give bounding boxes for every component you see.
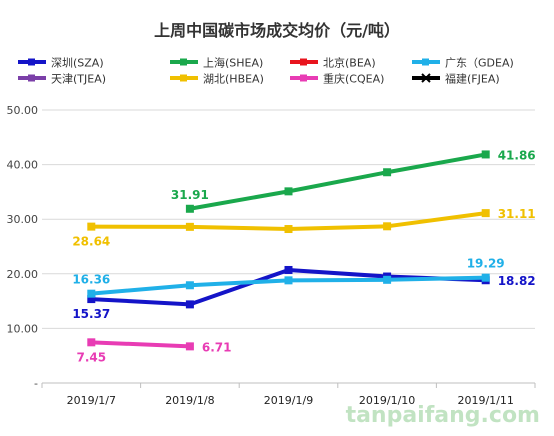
- data-label: 7.45: [76, 350, 106, 364]
- legend-marker: [300, 58, 307, 66]
- data-point: [284, 276, 293, 285]
- data-label: 31.91: [171, 188, 209, 202]
- legend-item: 上海(SHEA): [170, 56, 263, 70]
- legend-marker: [28, 74, 35, 82]
- series-line: [91, 340, 190, 349]
- data-point: [185, 222, 194, 231]
- legend-item: 广东（GDEA): [412, 57, 514, 70]
- watermark-text: tanpaifang.com: [346, 403, 540, 428]
- legend-item: 北京(BEA): [290, 56, 376, 70]
- data-point: [87, 289, 96, 298]
- data-point: [284, 187, 293, 196]
- y-tick-label: 40.00: [7, 159, 39, 172]
- legend-marker: [300, 74, 307, 82]
- data-point: [87, 295, 96, 304]
- x-tick-label: 2019/1/11: [457, 394, 513, 407]
- data-label: 18.82: [498, 274, 536, 288]
- data-point: [481, 150, 490, 159]
- data-point: [481, 209, 490, 218]
- legend-label: 湖北(HBEA): [203, 73, 264, 86]
- data-label: 41.86: [498, 148, 536, 162]
- legend-marker: [422, 58, 429, 66]
- legend: 深圳(SZA) 上海(SHEA) 北京(BEA) 广东（GDEA) 天津(TJEA) 湖北…: [18, 56, 514, 86]
- legend-item: 湖北(HBEA): [170, 73, 264, 86]
- data-label: 16.36: [72, 273, 110, 287]
- legend-label: 广东（GDEA): [445, 57, 514, 70]
- y-tick-label: 10.00: [7, 322, 39, 335]
- data-point: [185, 300, 194, 309]
- legend-label: 深圳(SZA): [51, 57, 104, 70]
- legend-marker: [180, 74, 187, 82]
- chart-title: 上周中国碳市场成交均价（元/吨）: [154, 21, 400, 40]
- series-group: 28.64 31.11: [72, 207, 535, 248]
- data-point: [87, 338, 96, 347]
- legend-item: 福建(FJEA): [412, 72, 500, 86]
- data-point: [185, 342, 194, 351]
- x-tick-label: 2019/1/7: [67, 394, 116, 407]
- legend-marker: [421, 73, 431, 83]
- data-point: [383, 168, 392, 177]
- data-point: [185, 281, 194, 290]
- y-tick-label: -: [34, 377, 38, 390]
- legend-item: 重庆(CQEA): [290, 72, 384, 86]
- legend-label: 天津(TJEA): [51, 73, 106, 86]
- y-tick-label: 30.00: [7, 213, 39, 226]
- legend-marker: [180, 58, 187, 66]
- series-group: 7.45 6.71: [76, 338, 232, 364]
- data-point: [383, 275, 392, 284]
- y-tick-label: 50.00: [7, 104, 39, 117]
- data-point: [383, 222, 392, 231]
- x-tick-label: 2019/1/10: [359, 394, 415, 407]
- data-point: [481, 273, 490, 282]
- x-axis: 2019/1/7 2019/1/8 2019/1/9 2019/1/10 2019/1/…: [41, 382, 536, 407]
- data-label: 19.29: [467, 257, 505, 271]
- legend-marker: [28, 58, 35, 66]
- series-group: 16.36 19.29: [72, 257, 505, 298]
- x-tick-label: 2019/1/9: [264, 394, 313, 407]
- series-group: 31.91 41.86: [171, 148, 536, 213]
- data-point: [284, 225, 293, 234]
- series-layer: 15.37 18.82 31.91 41.86 16.36 19.29 28.64 31.11…: [72, 148, 535, 364]
- data-label: 31.11: [498, 207, 536, 221]
- data-label: 28.64: [72, 235, 110, 249]
- y-tick-label: 20.00: [7, 268, 39, 281]
- legend-item: 深圳(SZA): [18, 57, 104, 70]
- x-tick-label: 2019/1/8: [165, 394, 214, 407]
- legend-label: 重庆(CQEA): [323, 72, 384, 86]
- legend-label: 北京(BEA): [323, 56, 376, 70]
- data-point: [87, 222, 96, 231]
- data-label: 15.37: [72, 307, 110, 321]
- legend-label: 上海(SHEA): [203, 56, 263, 70]
- series-line: [189, 152, 487, 211]
- legend-item: 天津(TJEA): [18, 73, 106, 86]
- y-axis: - 10.00 20.00 30.00 40.00 50.00: [7, 104, 39, 390]
- legend-label: 福建(FJEA): [445, 72, 500, 86]
- data-label: 6.71: [202, 340, 232, 354]
- data-point: [284, 265, 293, 274]
- data-point: [185, 204, 194, 213]
